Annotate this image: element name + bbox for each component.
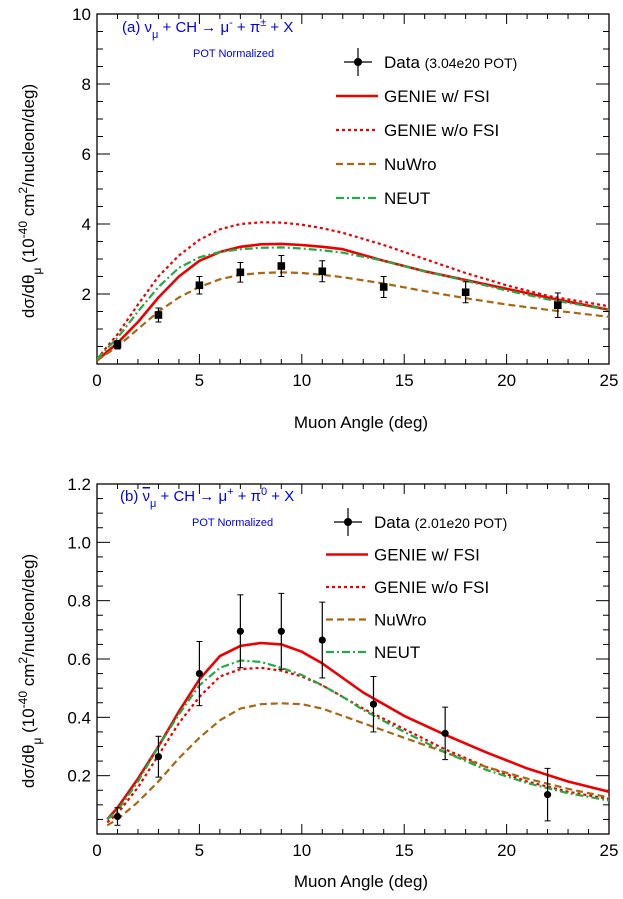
data-point (318, 267, 327, 276)
plot-frame (96, 13, 610, 365)
data-point (195, 669, 203, 678)
y-tick-label: 0.6 (67, 650, 91, 669)
x-tick-label: 20 (497, 371, 516, 390)
y-tick-label: 10 (72, 5, 91, 24)
legend-label: NEUT (384, 189, 430, 208)
x-tick-label: 5 (195, 841, 204, 860)
data-point (554, 301, 562, 309)
series-line-genie-w-o-fsi (106, 666, 609, 824)
y-axis-label: dσ/dθμ (10-40 cm2/nucleon/deg) (16, 84, 44, 318)
chart-panel-a: 0 5 10 15 20 25 2 4 6 8 10 Muon Angle (deg) dσ/dθμ (… (16, 5, 618, 432)
x-axis-label: Muon Angle (deg) (294, 413, 428, 432)
data-point (318, 636, 326, 644)
data-point (113, 340, 122, 349)
series-line-neut (106, 659, 609, 821)
y-axis-label: dσ/dθμ (10-40 cm2/nucleon/deg) (16, 554, 44, 788)
x-axis-label: Muon Angle (deg) (294, 872, 428, 891)
series-line-genie-w-fsi (97, 242, 609, 362)
y-tick-label: 0.8 (67, 592, 91, 611)
x-tick-label: 5 (195, 371, 204, 390)
data-point (236, 268, 245, 277)
y-tick-label: 4 (82, 215, 91, 234)
series-line-neut (97, 246, 609, 360)
x-tick-label: 15 (395, 371, 414, 390)
data-point (379, 283, 388, 291)
legend-label: GENIE w/ FSI (384, 87, 490, 106)
legend-data-label: Data (3.04e20 POT) (384, 53, 517, 72)
data-point (369, 700, 378, 708)
legend-label: GENIE w/o FSI (384, 121, 499, 140)
x-tick-label: 25 (600, 371, 619, 390)
legend-data-marker (344, 518, 352, 526)
data-point (154, 753, 163, 761)
y-tick-label: 6 (82, 145, 91, 164)
x-tick-label: 0 (92, 371, 101, 390)
y-tick-label: 0.4 (67, 708, 91, 727)
legend-label: GENIE w/ FSI (374, 546, 480, 565)
legend-data-label: Data (2.01e20 POT) (374, 513, 507, 532)
series-line-genie-w-o-fsi (97, 221, 609, 360)
data-point (441, 729, 449, 737)
data-point (154, 311, 163, 319)
legend-label: NuWro (374, 611, 427, 630)
legend-label: NEUT (374, 643, 420, 662)
legend-data-marker (354, 58, 362, 66)
plot-frame (96, 483, 610, 835)
legend: Data (3.04e20 POT) GENIE w/ FSI GENIE w/o … (336, 48, 517, 208)
chart-title: (b) νμ + CH → μ+ + π0 + X (120, 486, 294, 510)
chart-panel-b: 0 5 10 15 20 25 0.2 0.4 0.6 0.8 1.0 1.2 Muon Angle (… (16, 475, 618, 891)
data-point (461, 288, 470, 297)
x-tick-label: 10 (292, 371, 311, 390)
y-tick-label: 2 (82, 285, 91, 304)
legend: Data (2.01e20 POT) GENIE w/ FSI GENIE w/o … (326, 508, 507, 662)
data-point (113, 812, 122, 821)
y-tick-label: 0.2 (67, 767, 91, 786)
x-tick-label: 0 (92, 841, 101, 860)
legend-label: NuWro (384, 155, 437, 174)
x-tick-label: 10 (292, 841, 311, 860)
x-tick-label: 25 (600, 841, 619, 860)
data-point (195, 281, 204, 290)
data-point (277, 627, 285, 635)
legend-label: GENIE w/o FSI (374, 578, 489, 597)
y-tick-label: 1.0 (67, 533, 91, 552)
chart-subtitle: POT Normalized (192, 517, 273, 529)
series-line-nuwro (106, 702, 609, 827)
data-point (277, 262, 286, 270)
y-tick-label: 1.2 (67, 475, 91, 494)
data-point (236, 627, 244, 635)
chart-subtitle: POT Normalized (193, 48, 274, 60)
data-point (543, 791, 552, 799)
x-tick-label: 20 (497, 841, 516, 860)
series-line-genie-w-fsi (106, 641, 609, 821)
x-tick-label: 15 (395, 841, 414, 860)
series-line-nuwro (97, 271, 609, 362)
chart-title: (a) νμ + CH → μ- + π± + X (122, 17, 293, 41)
y-tick-label: 8 (82, 75, 91, 94)
